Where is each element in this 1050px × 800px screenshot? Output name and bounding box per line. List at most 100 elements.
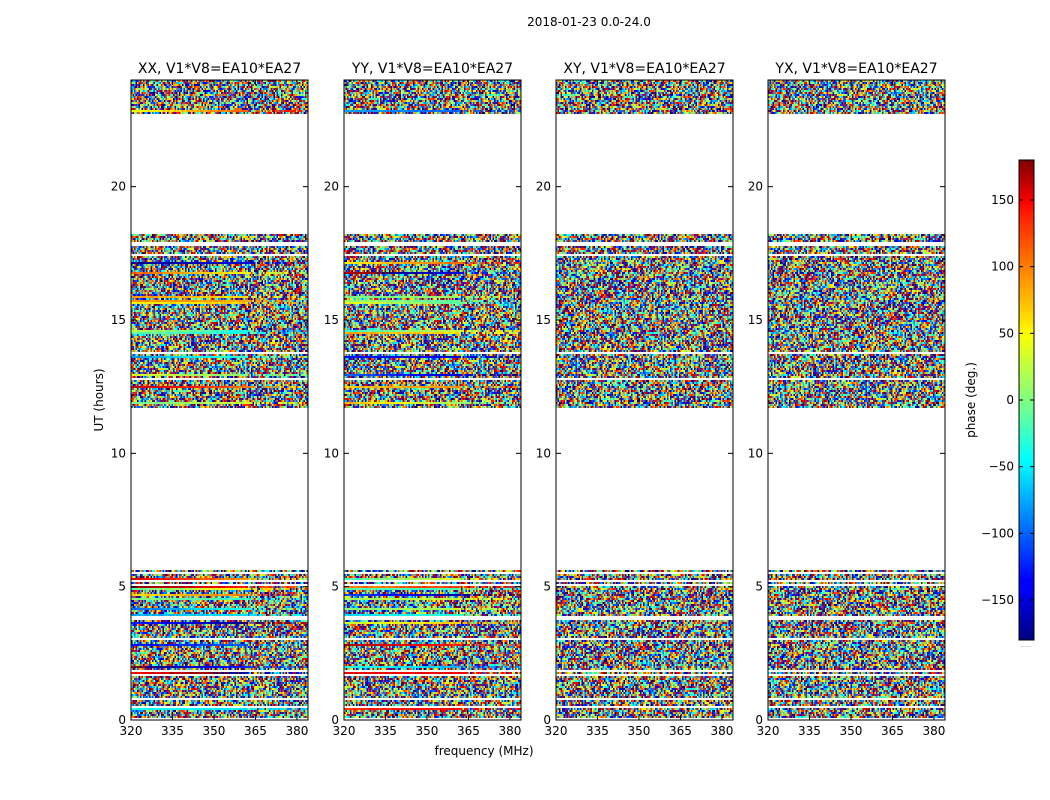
- phase-cell: [134, 82, 136, 84]
- phase-cell: [167, 82, 169, 84]
- phase-cell: [269, 84, 271, 86]
- phase-cell: [235, 86, 237, 88]
- phase-cell: [263, 82, 265, 84]
- phase-cell: [250, 84, 252, 86]
- phase-cell: [133, 84, 135, 86]
- phase-cell: [149, 86, 151, 88]
- phase-cell: [203, 84, 205, 86]
- phase-cell: [179, 82, 181, 84]
- phase-cell: [233, 86, 235, 88]
- phase-cell: [227, 86, 229, 88]
- phase-cell: [245, 84, 247, 86]
- phase-cell: [299, 84, 301, 86]
- phase-cell: [266, 82, 268, 84]
- phase-cell: [157, 82, 159, 84]
- phase-cell: [293, 82, 295, 84]
- phase-cell: [185, 84, 187, 86]
- phase-cell: [265, 84, 267, 86]
- phase-cell: [226, 86, 228, 88]
- phase-cell: [259, 86, 261, 88]
- phase-cell: [287, 84, 289, 86]
- phase-cell: [155, 84, 157, 86]
- phase-cell: [179, 86, 181, 88]
- phase-cell: [239, 86, 241, 88]
- phase-cell: [175, 84, 177, 86]
- phase-cell: [176, 82, 178, 84]
- phase-cell: [293, 84, 295, 86]
- phase-cell: [134, 86, 136, 88]
- phase-cell: [224, 86, 226, 88]
- phase-cell: [140, 86, 142, 88]
- phase-cell: [229, 82, 231, 84]
- phase-cell: [206, 84, 208, 86]
- phase-cell: [250, 86, 252, 88]
- phase-cell: [275, 82, 277, 84]
- phase-cell: [244, 82, 246, 84]
- phase-cell: [142, 82, 144, 84]
- phase-cell: [269, 86, 271, 88]
- phase-cell: [257, 84, 259, 86]
- phase-cell: [278, 82, 280, 84]
- phase-cell: [257, 82, 259, 84]
- phase-cell: [158, 82, 160, 84]
- phase-cell: [148, 82, 150, 84]
- phase-cell: [259, 82, 261, 84]
- phase-cell: [239, 82, 241, 84]
- figure-title: 2018-01-23 0.0-24.0: [527, 15, 651, 29]
- phase-cell: [200, 86, 202, 88]
- phase-cell: [176, 84, 178, 86]
- phase-cell: [220, 84, 222, 86]
- phase-cell: [272, 84, 274, 86]
- phase-cell: [253, 84, 255, 86]
- phase-cell: [236, 84, 238, 86]
- phase-cell: [203, 86, 205, 88]
- phase-cell: [172, 86, 174, 88]
- phase-cell: [290, 84, 292, 86]
- phase-cell: [284, 84, 286, 86]
- phase-cell: [220, 82, 222, 84]
- phase-cell: [266, 84, 268, 86]
- phase-cell: [268, 86, 270, 88]
- phase-cell: [242, 86, 244, 88]
- phase-cell: [146, 86, 148, 88]
- phase-cell: [167, 84, 169, 86]
- phase-cell: [211, 82, 213, 84]
- phase-cell: [163, 84, 165, 86]
- phase-cell: [155, 86, 157, 88]
- phase-cell: [173, 84, 175, 86]
- phase-cell: [209, 82, 211, 84]
- phase-cell: [244, 84, 246, 86]
- phase-cell: [281, 84, 283, 86]
- phase-cell: [137, 84, 139, 86]
- phase-cell: [239, 84, 241, 86]
- phase-cell: [194, 86, 196, 88]
- phase-cell: [166, 82, 168, 84]
- phase-cell: [271, 86, 273, 88]
- phase-cell: [238, 84, 240, 86]
- phase-cell: [202, 86, 204, 88]
- phase-cell: [181, 86, 183, 88]
- phase-cell: [193, 82, 195, 84]
- phase-cell: [191, 82, 193, 84]
- phase-cell: [218, 86, 220, 88]
- phase-cell: [184, 82, 186, 84]
- phase-cell: [200, 82, 202, 84]
- phase-cell: [277, 86, 279, 88]
- phase-cell: [143, 84, 145, 86]
- phase-cell: [244, 86, 246, 88]
- phase-cell: [221, 86, 223, 88]
- phase-cell: [187, 86, 189, 88]
- phase-cell: [251, 82, 253, 84]
- phase-cell: [236, 86, 238, 88]
- phase-cell: [161, 86, 163, 88]
- phase-cell: [260, 84, 262, 86]
- phase-cell: [196, 84, 198, 86]
- phase-cell: [137, 82, 139, 84]
- phase-cell: [173, 82, 175, 84]
- phase-cell: [211, 86, 213, 88]
- phase-cell: [230, 86, 232, 88]
- phase-cell: [191, 84, 193, 86]
- phase-cell: [205, 84, 207, 86]
- phase-cell: [247, 82, 249, 84]
- phase-cell: [229, 86, 231, 88]
